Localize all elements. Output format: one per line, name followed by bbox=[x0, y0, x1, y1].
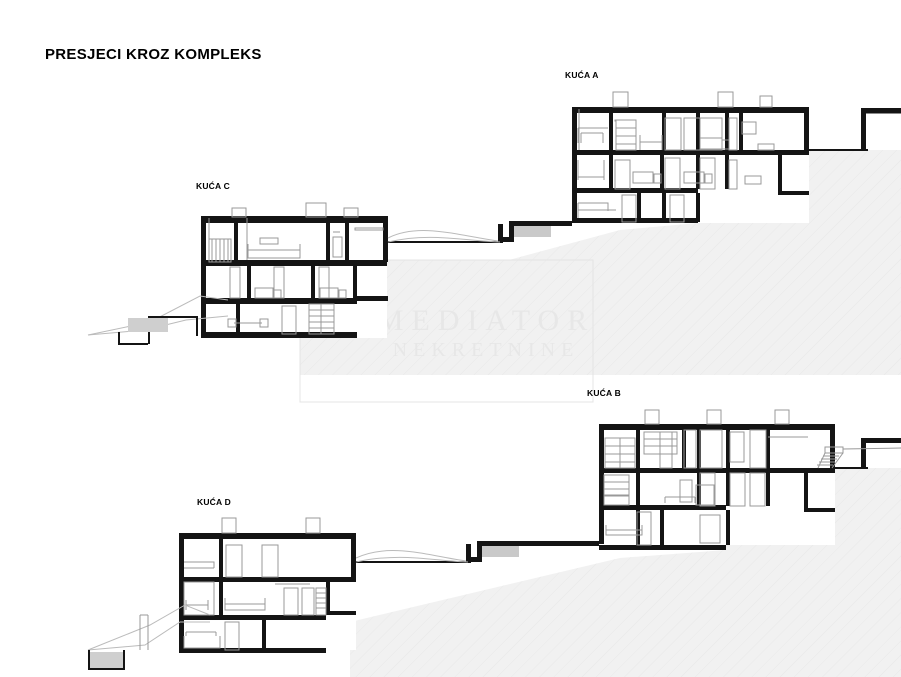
svg-text:MEDIATOR: MEDIATOR bbox=[377, 304, 595, 337]
svg-text:NEKRETNINE: NEKRETNINE bbox=[393, 339, 580, 361]
